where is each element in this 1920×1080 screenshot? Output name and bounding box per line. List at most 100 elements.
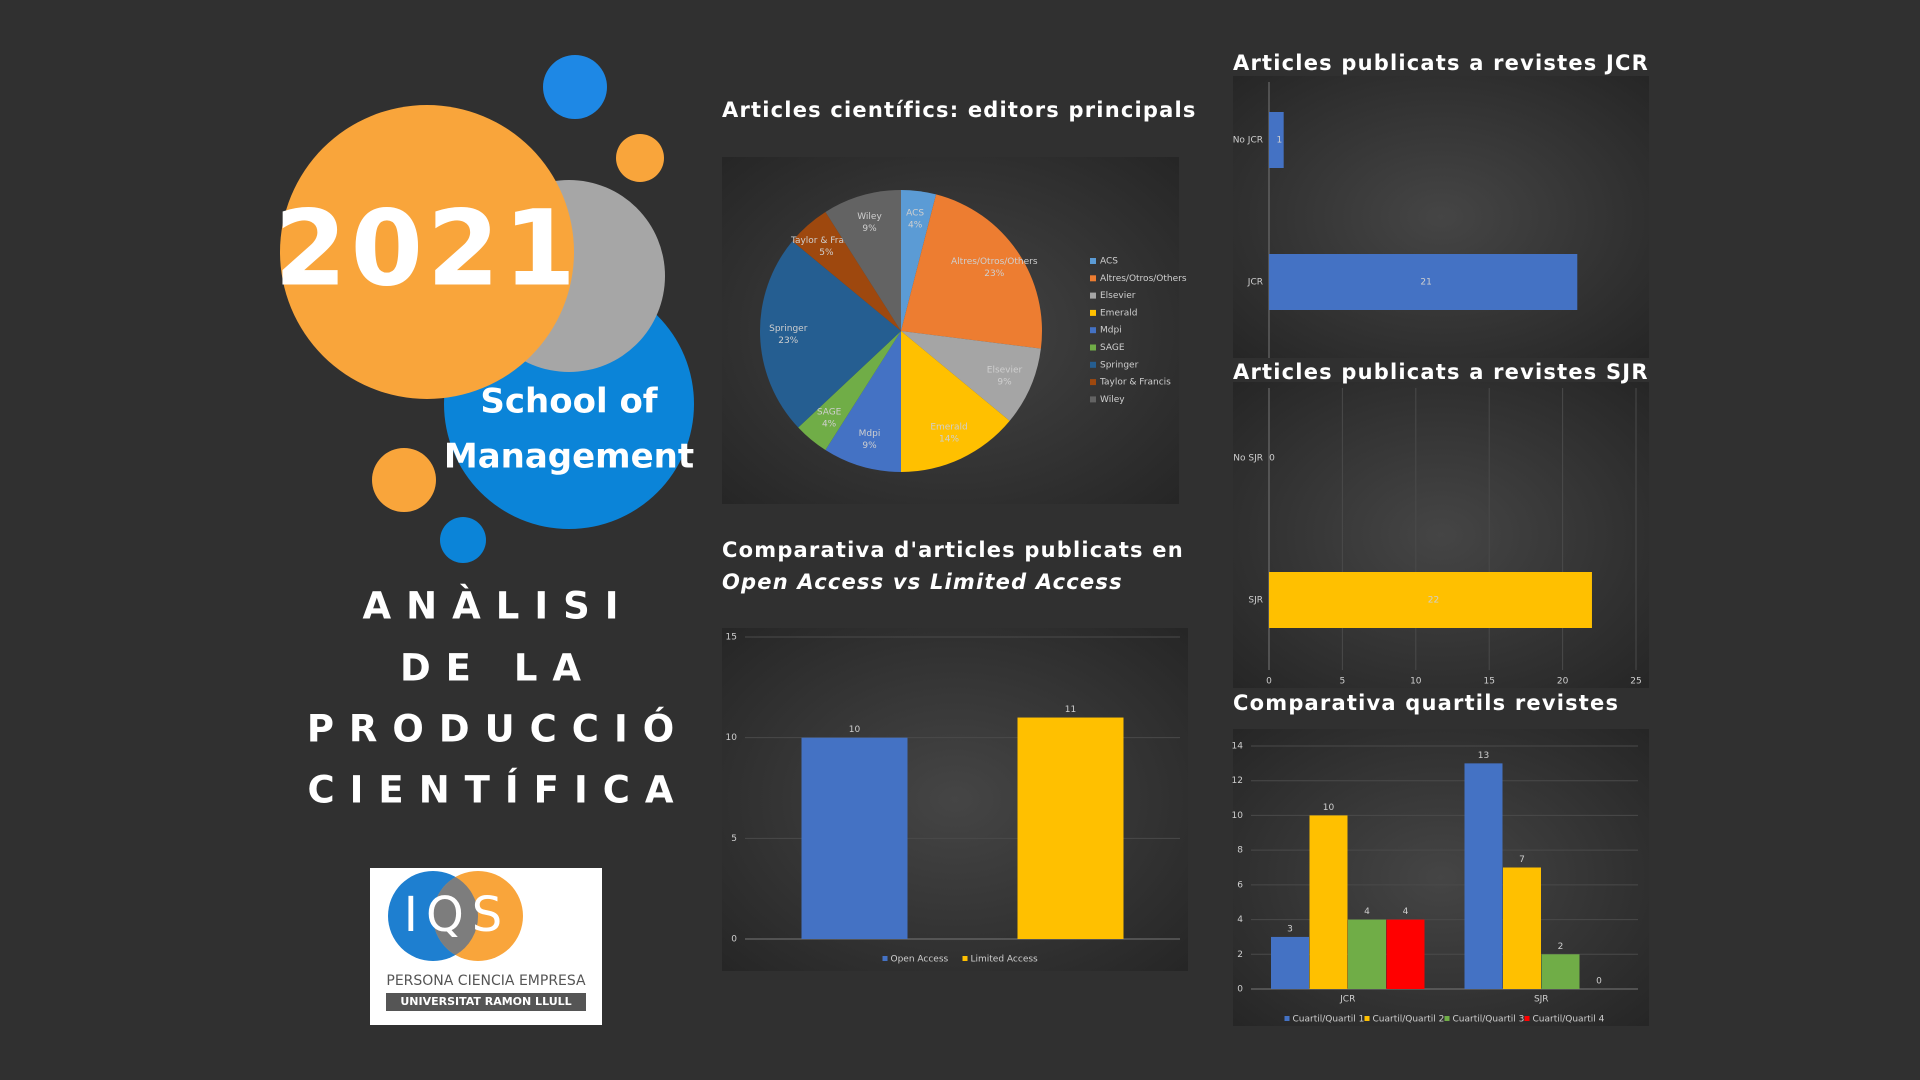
chart-title: Articles publicats a revistes JCR <box>1233 51 1649 75</box>
deco-circle <box>543 55 607 119</box>
slice-value: 14% <box>939 435 959 445</box>
legend-label: ACS <box>1100 257 1118 267</box>
slice-value: 9% <box>862 441 877 451</box>
y-tick-label: 8 <box>1237 846 1243 856</box>
data-label: 1 <box>1276 136 1282 146</box>
legend-label: SAGE <box>1100 343 1125 353</box>
logo-band <box>386 993 586 1011</box>
y-tick-label: No JCR <box>1233 136 1263 146</box>
slice-label: Emerald <box>930 423 967 433</box>
legend-label: Wiley <box>1100 395 1125 405</box>
x-tick-label: 15 <box>1483 677 1494 687</box>
bar <box>1271 936 1309 989</box>
x-tick-label: 5 <box>1340 677 1346 687</box>
data-label: 4 <box>1364 907 1370 917</box>
bar <box>1386 919 1425 989</box>
logo-tagline: PERSONA CIENCIA EMPRESA <box>386 973 586 989</box>
slice-value: 4% <box>822 419 837 429</box>
x-tick-label: 0 <box>1266 677 1272 687</box>
school: School of <box>480 382 658 422</box>
legend-swatch <box>1090 327 1096 334</box>
slice-label: Altres/Otros/Others <box>951 257 1038 267</box>
legend-label: Cuartil/Quartil 4 <box>1533 1015 1605 1025</box>
bar <box>1017 717 1124 939</box>
y-tick-label: 0 <box>731 935 737 945</box>
legend-swatch <box>1090 344 1096 351</box>
pie-slice <box>825 331 901 472</box>
bar <box>1503 867 1541 989</box>
legend-swatch <box>1444 1016 1450 1021</box>
slice-label: Springer <box>769 324 808 334</box>
slice-label: Elsevier <box>987 365 1023 375</box>
chart-title: Articles publicats a revistes SJR <box>1233 360 1649 384</box>
year: 2021 <box>274 187 579 309</box>
pie-slice <box>760 241 901 428</box>
y-tick-label: 0 <box>1237 985 1243 995</box>
y-tick-label: No SJR <box>1233 454 1263 464</box>
chart-title: Open Access vs Limited Access <box>722 570 1123 594</box>
legend-swatch <box>1364 1016 1370 1021</box>
legend-swatch <box>882 956 888 961</box>
legend-label: Springer <box>1100 360 1139 370</box>
pie-slice <box>901 190 937 331</box>
deco-circle <box>372 448 436 512</box>
legend-label: Cuartil/Quartil 3 <box>1453 1015 1525 1025</box>
y-tick-label: SJR <box>1248 596 1263 606</box>
y-tick-label: 2 <box>1237 950 1243 960</box>
pie-slice <box>825 190 901 331</box>
slice-value: 9% <box>862 224 877 234</box>
legend-label: Open Access <box>891 955 949 965</box>
legend-swatch <box>1090 361 1096 368</box>
x-tick-label: 25 <box>1630 677 1641 687</box>
pie-slice <box>798 331 901 451</box>
heading-line: ANÀLISI <box>363 584 634 628</box>
x-tick-label: SJR <box>1534 995 1549 1005</box>
slice-label: ACS <box>906 209 924 219</box>
legend-swatch <box>1524 1016 1530 1021</box>
heading-line: PRODUCCIÓ <box>307 707 689 751</box>
legend-label: Elsevier <box>1100 291 1136 301</box>
pie-slice <box>901 194 1042 349</box>
y-tick-label: 12 <box>1232 776 1243 786</box>
data-label: 3 <box>1287 924 1293 934</box>
chart-panel <box>1233 382 1649 688</box>
bar <box>1269 112 1284 168</box>
bar <box>1464 763 1503 989</box>
school: Management <box>444 437 694 477</box>
y-tick-label: 14 <box>1232 742 1244 752</box>
data-label: 2 <box>1558 942 1564 952</box>
legend-swatch <box>1284 1016 1290 1021</box>
deco-circle <box>440 517 486 563</box>
legend-swatch <box>1090 379 1096 386</box>
slice-value: 23% <box>778 336 798 346</box>
x-tick-label: 20 <box>1557 677 1569 687</box>
data-label: 7 <box>1519 855 1525 865</box>
logo-name: IQS <box>404 887 510 943</box>
legend-swatch <box>1090 258 1096 264</box>
bar <box>801 737 908 939</box>
y-tick-label: 5 <box>731 834 737 844</box>
chart-title: Articles científics: editors principals <box>722 98 1197 122</box>
bar <box>1309 815 1348 989</box>
bar <box>1269 254 1578 310</box>
y-tick-label: 10 <box>726 733 738 743</box>
chart-title: Comparativa d'articles publicats en <box>722 538 1184 562</box>
slice-value: 23% <box>984 269 1004 279</box>
y-tick-label: JCR <box>1247 278 1263 288</box>
data-label: 0 <box>1596 977 1602 987</box>
slice-label: Mdpi <box>859 429 881 439</box>
legend-label: Limited Access <box>971 955 1039 965</box>
x-tick-label: 10 <box>1410 677 1422 687</box>
data-label: 13 <box>1478 751 1489 761</box>
data-label: 21 <box>1420 278 1431 288</box>
slice-label: SAGE <box>817 407 842 417</box>
pie-slice <box>792 211 901 331</box>
chart-title: Comparativa quartils revistes <box>1233 691 1619 715</box>
data-label: 10 <box>1323 803 1335 813</box>
bar <box>1348 919 1386 989</box>
y-tick-label: 15 <box>726 633 737 643</box>
slice-value: 4% <box>908 221 923 231</box>
legend-swatch <box>962 956 968 961</box>
pie-slice <box>901 331 1041 421</box>
